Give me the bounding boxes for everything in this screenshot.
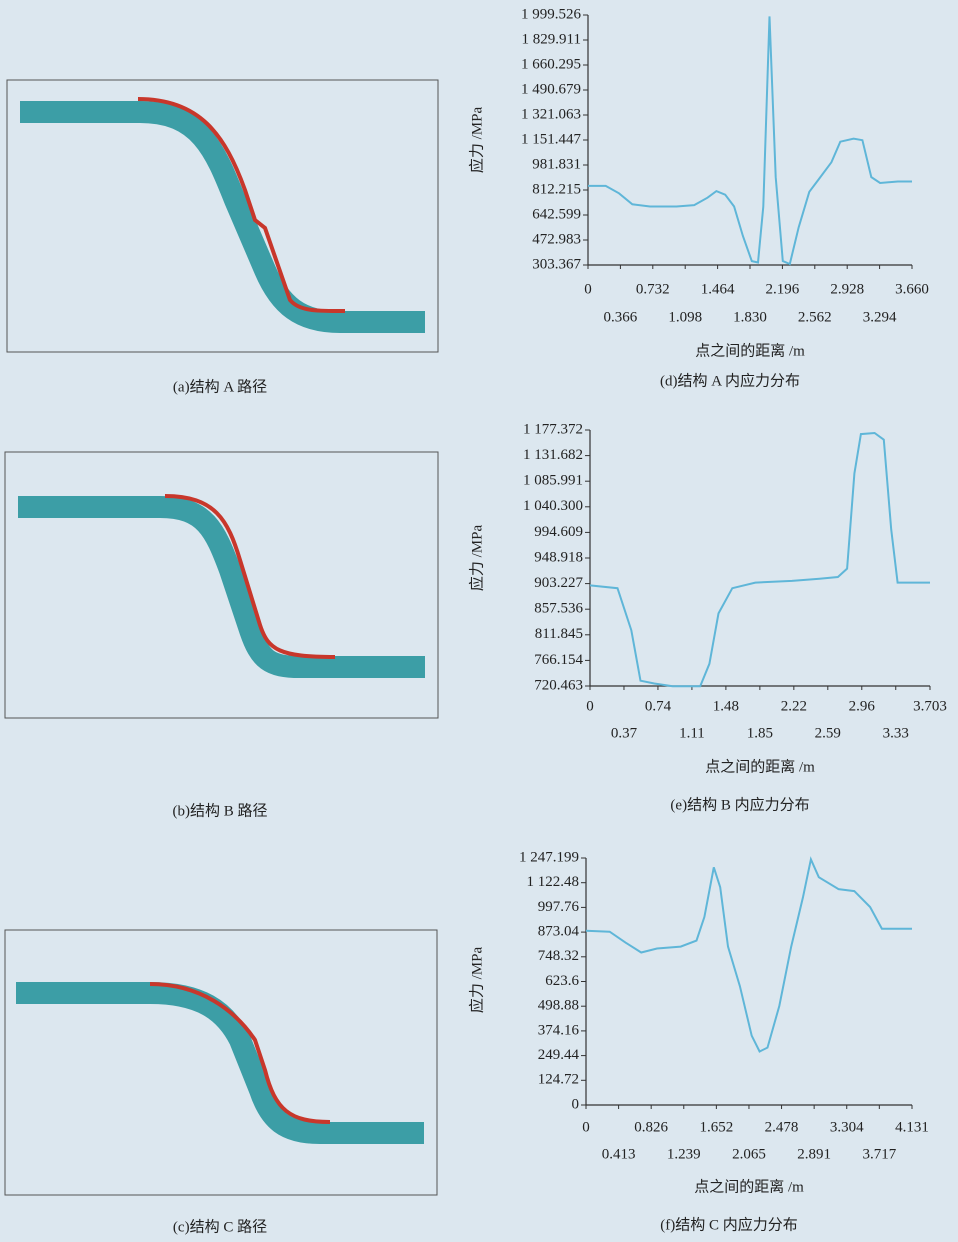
y-tick-label: 857.536	[534, 601, 583, 617]
y-tick-label: 1 085.991	[523, 473, 583, 489]
y-tick-label: 124.72	[538, 1072, 579, 1088]
x-tick-label: 2.928	[830, 281, 864, 297]
frame	[5, 452, 438, 718]
y-tick-label: 994.609	[534, 524, 583, 540]
y-tick-label: 948.918	[534, 549, 583, 565]
y-tick-label: 811.845	[535, 626, 583, 642]
x-tick-label: 2.891	[797, 1146, 831, 1162]
y-tick-label: 642.599	[532, 206, 581, 222]
y-tick-label: 997.76	[538, 899, 580, 915]
y-tick-label: 498.88	[538, 998, 579, 1014]
x-tick-label: 1.098	[668, 309, 702, 325]
axis	[586, 858, 912, 1105]
x-tick-label: 2.478	[765, 1119, 799, 1135]
data-line	[586, 859, 912, 1051]
y-tick-label: 903.227	[534, 575, 583, 591]
x-tick-label: 4.131	[895, 1119, 929, 1135]
x-tick-label: 3.703	[913, 698, 947, 714]
y-tick-label: 1 829.911	[522, 31, 581, 47]
y-tick-label: 1 490.679	[521, 81, 581, 97]
x-tick-label: 1.85	[747, 725, 773, 741]
frame	[5, 930, 437, 1195]
data-line	[590, 433, 930, 686]
caption: (d)结构 A 内应力分布	[660, 371, 800, 389]
y-tick-label: 1 660.295	[521, 56, 581, 72]
x-tick-label: 0.366	[604, 309, 638, 325]
x-tick-label: 3.660	[895, 281, 929, 297]
y-tick-label: 374.16	[538, 1022, 580, 1038]
mesh-panel-c: (c)结构 C 路径	[5, 930, 437, 1235]
y-tick-label: 766.154	[534, 652, 583, 668]
x-tick-label: 3.33	[883, 725, 909, 741]
y-tick-label: 1 131.682	[523, 447, 583, 463]
x-tick-label: 1.652	[699, 1119, 733, 1135]
y-tick-label: 623.6	[545, 973, 579, 989]
y-tick-label: 1 040.300	[523, 498, 583, 514]
x-tick-label: 1.11	[679, 725, 705, 741]
mesh-panel-a: (a)结构 A 路径	[7, 80, 438, 395]
y-tick-label: 873.04	[538, 924, 580, 940]
x-tick-label: 1.239	[667, 1146, 701, 1162]
x-tick-label: 0.413	[602, 1146, 636, 1162]
y-tick-label: 720.463	[534, 677, 583, 693]
y-tick-label: 0	[572, 1096, 580, 1112]
x-axis-title: 点之间的距离 /m	[694, 1178, 804, 1195]
x-tick-label: 3.717	[862, 1146, 896, 1162]
y-tick-label: 1 321.063	[521, 106, 581, 122]
caption: (f)结构 C 内应力分布	[660, 1215, 798, 1233]
axis	[588, 15, 912, 265]
x-tick-label: 0.826	[634, 1119, 668, 1135]
x-tick-label: 2.96	[849, 698, 876, 714]
mesh-panel-b: (b)结构 B 路径	[5, 452, 438, 819]
y-tick-label: 303.367	[532, 256, 581, 272]
x-tick-label: 2.196	[766, 281, 800, 297]
y-tick-label: 812.215	[532, 181, 581, 197]
x-tick-label: 0	[586, 698, 594, 714]
caption: (c)结构 C 路径	[173, 1218, 267, 1235]
caption: (a)结构 A 路径	[173, 378, 267, 395]
caption: (b)结构 B 路径	[173, 802, 268, 819]
y-tick-label: 1 999.526	[521, 6, 582, 22]
x-tick-label: 0	[582, 1119, 590, 1135]
x-axis-title: 点之间的距离 /m	[695, 342, 805, 359]
y-tick-label: 1 177.372	[523, 421, 583, 437]
x-tick-label: 3.294	[863, 309, 897, 325]
y-tick-label: 981.831	[532, 156, 581, 172]
axis	[590, 430, 930, 686]
x-tick-label: 1.464	[701, 281, 735, 297]
y-tick-label: 748.32	[538, 948, 579, 964]
x-tick-label: 2.22	[781, 698, 807, 714]
y-tick-label: 472.983	[532, 231, 581, 247]
x-tick-label: 1.48	[713, 698, 739, 714]
y-tick-label: 1 151.447	[521, 131, 582, 147]
y-axis-title: 应力 /MPa	[467, 107, 485, 174]
x-tick-label: 0.74	[645, 698, 672, 714]
x-tick-label: 0	[584, 281, 592, 297]
y-tick-label: 1 247.199	[519, 849, 579, 865]
x-tick-label: 2.562	[798, 309, 832, 325]
x-tick-label: 1.830	[733, 309, 767, 325]
y-tick-label: 1 122.48	[527, 874, 580, 890]
y-tick-label: 249.44	[538, 1047, 580, 1063]
figure: (a)结构 A 路径 (b)结构 B 路径 (c)结构 C 路径 303.367…	[0, 0, 958, 1242]
x-axis-title: 点之间的距离 /m	[705, 758, 815, 775]
x-tick-label: 0.732	[636, 281, 670, 297]
caption: (e)结构 B 内应力分布	[670, 795, 809, 813]
page: (a)结构 A 路径 (b)结构 B 路径 (c)结构 C 路径 303.367…	[0, 0, 958, 1242]
x-tick-label: 0.37	[611, 725, 638, 741]
x-tick-label: 2.59	[815, 725, 841, 741]
x-tick-label: 3.304	[830, 1119, 864, 1135]
x-tick-label: 2.065	[732, 1146, 766, 1162]
y-axis-title: 应力 /MPa	[467, 525, 485, 592]
data-line	[588, 16, 912, 264]
y-axis-title: 应力 /MPa	[467, 947, 485, 1014]
